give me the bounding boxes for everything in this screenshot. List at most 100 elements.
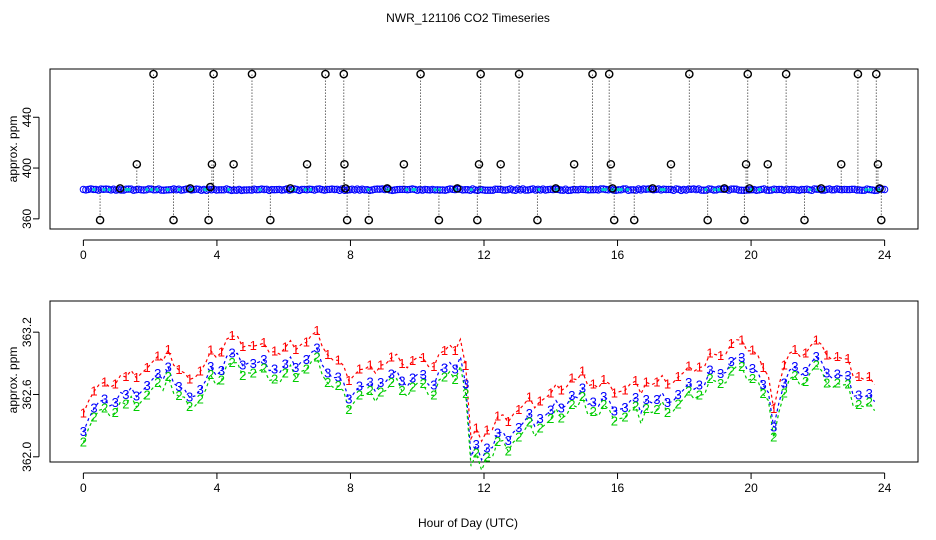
series-1-point: 1	[377, 357, 384, 372]
baseline-point	[486, 186, 494, 194]
baseline-point	[215, 186, 223, 194]
series-1-point: 1	[451, 343, 458, 358]
series-2-point: 2	[165, 369, 172, 384]
baseline-point	[99, 185, 108, 194]
outlier-point	[247, 69, 257, 79]
series-2-point: 2	[844, 376, 851, 391]
series-1-point: 1	[420, 350, 427, 365]
series-2-point: 2	[494, 434, 501, 449]
series-3-point: 3	[228, 346, 235, 361]
top-panel: approx. ppm 0 4 8 12 16 20 24 360 400 440	[6, 68, 919, 262]
series-1-point: 1	[494, 409, 501, 424]
baseline-point	[499, 186, 507, 194]
series-2-point: 2	[228, 355, 235, 370]
series-1-point: 1	[303, 334, 310, 349]
outlier-point	[149, 69, 158, 79]
series-3-point: 3	[122, 387, 129, 402]
baseline-point	[546, 185, 555, 194]
series-3-point: 3	[186, 389, 193, 404]
series-3-point: 3	[260, 352, 267, 367]
outlier-point	[185, 184, 195, 193]
series-2-point: 2	[90, 410, 97, 425]
baseline-point	[541, 186, 550, 194]
series-3-point: 3	[154, 366, 161, 381]
baseline-cyan-point	[586, 188, 590, 192]
series-1-point: 1	[398, 356, 405, 371]
baseline-point	[436, 186, 444, 194]
baseline-cyan-point	[177, 188, 181, 192]
series-3-point: 3	[175, 379, 182, 394]
top-x-tick-label: 4	[214, 248, 221, 262]
baseline-point	[403, 186, 412, 194]
top-plot-frame	[49, 68, 919, 230]
series-1-point: 1	[802, 346, 809, 361]
series-1-point: 1	[165, 342, 172, 357]
top-x-tick-label: 16	[611, 248, 625, 262]
series-2-point: 2	[366, 383, 373, 398]
series-2-point: 2	[282, 366, 289, 381]
baseline-cyan-point	[203, 188, 207, 192]
baseline-point	[798, 185, 806, 194]
baseline-point	[785, 186, 793, 194]
outlier-point	[95, 215, 105, 225]
series-1-point: 1	[175, 362, 182, 377]
baseline-point	[237, 186, 246, 195]
series-3-point: 3	[207, 359, 214, 374]
series-1-point: 1	[759, 360, 766, 375]
series-2-point: 2	[80, 435, 87, 450]
baseline-point	[730, 185, 738, 193]
baseline-cyan-point	[662, 188, 666, 192]
baseline-point	[813, 185, 821, 193]
baseline-point	[278, 186, 286, 194]
outlier-point	[115, 184, 125, 193]
baseline-point	[373, 185, 381, 193]
outlier-point	[204, 215, 213, 225]
series-3-point: 3	[685, 375, 692, 390]
series-1-point: 1	[335, 352, 342, 367]
series-3-point: 3	[759, 377, 766, 392]
series-1-point: 1	[770, 401, 777, 416]
series-1-point: 1	[749, 343, 756, 358]
baseline-cyan-point	[437, 188, 442, 192]
baseline-cyan-point	[258, 188, 262, 192]
bottom-x-tick-label: 4	[214, 481, 221, 495]
baseline-cyan-point	[601, 188, 605, 192]
series-3-point: 3	[770, 419, 777, 434]
baseline-cyan-point	[227, 188, 231, 192]
baseline-point	[835, 185, 844, 194]
baseline-cyan-point	[625, 188, 630, 192]
series-1-point: 1	[611, 386, 618, 401]
outlier-point	[609, 215, 619, 225]
outlier-point	[853, 69, 863, 79]
baseline-cyan-point	[659, 188, 663, 192]
series-2-point: 2	[717, 376, 724, 391]
series-2-point: 2	[197, 392, 204, 407]
series-3-point: 3	[377, 375, 384, 390]
series-2-point: 2	[441, 370, 448, 385]
baseline-point	[544, 185, 552, 194]
series-2-point: 2	[398, 383, 405, 398]
baseline-point	[509, 186, 517, 194]
bottom-x-axis-label: Hour of Day (UTC)	[418, 516, 518, 530]
baseline-cyan-point	[619, 188, 623, 192]
series-2-point: 2	[260, 361, 267, 376]
series-3-point: 3	[813, 349, 820, 364]
outlier-point	[720, 184, 729, 193]
outlier-point	[364, 215, 374, 225]
series-1-point: 1	[813, 332, 820, 347]
outlier-point	[132, 159, 142, 169]
series-2-point: 2	[866, 395, 873, 410]
baseline-point	[132, 186, 140, 194]
series-3-point: 3	[143, 378, 150, 393]
series-3-point: 3	[632, 390, 639, 405]
series-1-line	[82, 330, 876, 443]
top-y-tick-label: 440	[20, 107, 34, 127]
baseline-cyan-point	[808, 188, 812, 192]
baseline-cyan-point	[616, 188, 620, 192]
series-1-point: 1	[717, 348, 724, 363]
bottom-x-tick-label: 24	[878, 481, 892, 495]
baseline-point	[672, 185, 680, 193]
series-1-point: 1	[292, 342, 299, 357]
